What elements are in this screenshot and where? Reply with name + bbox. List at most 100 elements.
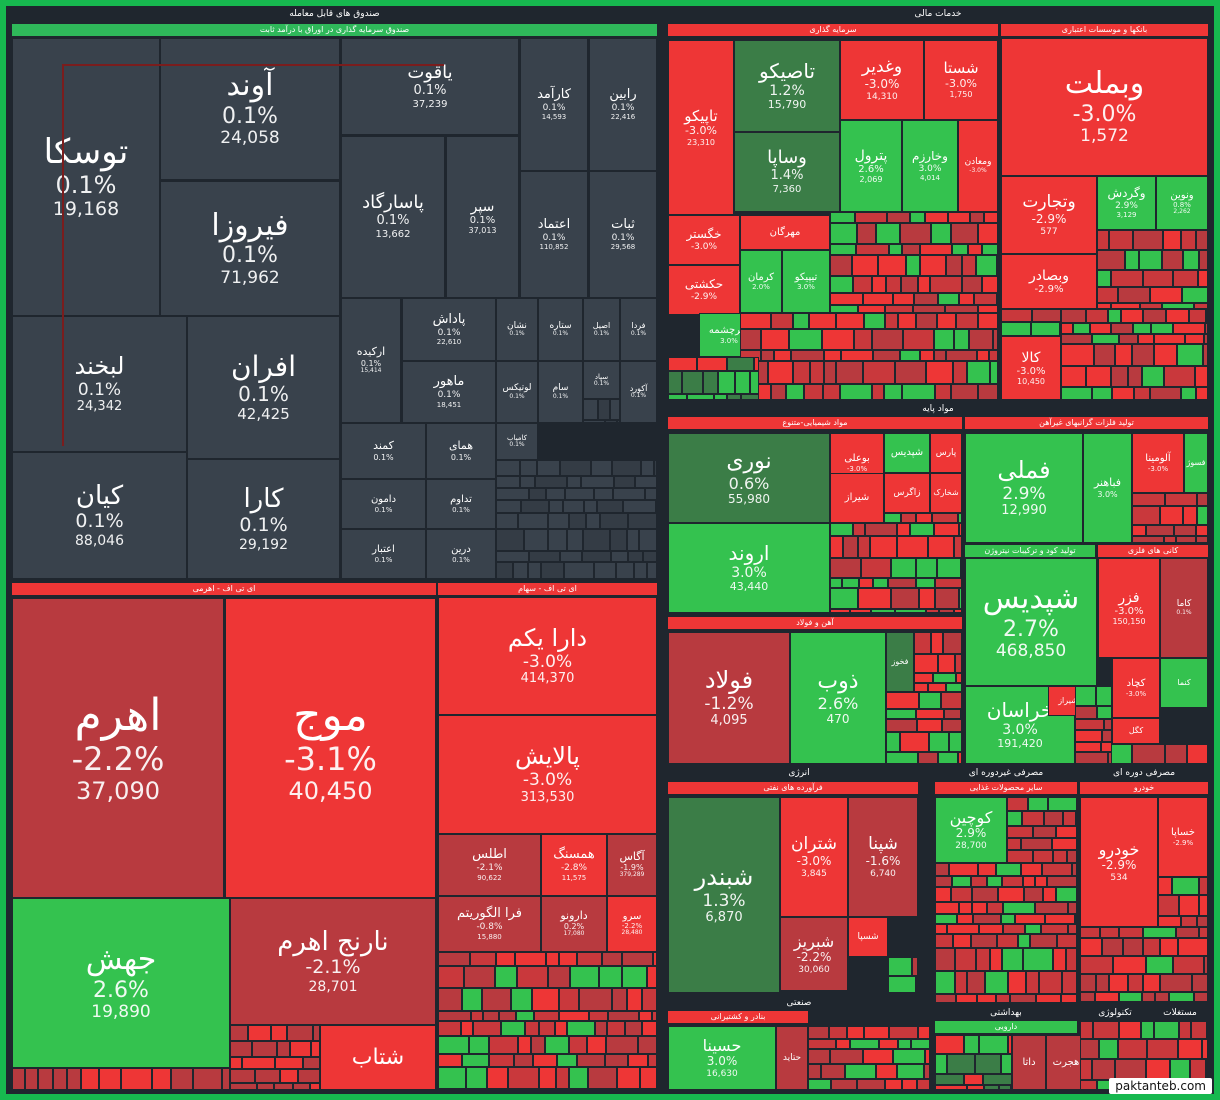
- tile-cell[interactable]: [1073, 323, 1090, 334]
- tile-cell[interactable]: [1022, 811, 1044, 826]
- tile-cell[interactable]: [852, 255, 878, 276]
- tile-cell[interactable]: [931, 223, 951, 244]
- tile-cell[interactable]: [917, 719, 942, 732]
- tile-cell[interactable]: [496, 476, 520, 488]
- tile[interactable]: کوچین 2.9% 28,700: [935, 797, 1007, 863]
- tile-cell[interactable]: [887, 212, 910, 223]
- tile-cell[interactable]: [1035, 876, 1047, 887]
- tile-cell[interactable]: [1115, 344, 1132, 366]
- tile-cell[interactable]: [531, 1036, 545, 1054]
- tile-cell[interactable]: [886, 692, 919, 709]
- tile-cell[interactable]: [599, 966, 622, 988]
- tile-cell[interactable]: [876, 1064, 897, 1079]
- tile-cell[interactable]: [25, 1068, 38, 1090]
- tile[interactable]: ثبات 0.1% 29,568: [589, 171, 657, 298]
- tile-cell[interactable]: [521, 500, 549, 513]
- tile-cell[interactable]: [842, 578, 859, 588]
- tile-cell[interactable]: [1057, 934, 1077, 948]
- tile-cell[interactable]: [583, 399, 598, 420]
- tile-cell[interactable]: [1194, 992, 1208, 1002]
- tile[interactable]: اطلس -2.1% 90,622: [438, 834, 541, 896]
- tile-cell[interactable]: [668, 394, 687, 400]
- tile-cell[interactable]: [642, 1021, 657, 1036]
- tile[interactable]: اصیل 0.1%: [583, 298, 620, 361]
- tile-cell[interactable]: [955, 971, 967, 994]
- tile-cell[interactable]: [955, 948, 976, 971]
- tile-cell[interactable]: [947, 924, 979, 934]
- tile-cell[interactable]: [935, 1074, 964, 1085]
- tile-cell[interactable]: [1093, 1021, 1119, 1039]
- tile-cell[interactable]: [953, 361, 967, 384]
- tile-cell[interactable]: [1174, 525, 1196, 536]
- tile[interactable]: لبخند 0.1% 24,342: [12, 316, 187, 452]
- tile[interactable]: تداوم 0.1%: [426, 479, 496, 529]
- tile-cell[interactable]: [850, 609, 871, 613]
- tile-cell[interactable]: [830, 223, 857, 244]
- tile-cell[interactable]: [617, 420, 620, 423]
- tile-cell[interactable]: [600, 513, 628, 529]
- tile-cell[interactable]: [1142, 992, 1155, 1002]
- tile-cell[interactable]: [1205, 323, 1208, 334]
- tile-cell[interactable]: [889, 1026, 918, 1039]
- tile-cell[interactable]: [582, 551, 611, 562]
- tile[interactable]: آوند 0.1% 24,058: [160, 38, 340, 180]
- tile-cell[interactable]: [623, 500, 656, 513]
- tile[interactable]: شخارک: [930, 473, 962, 513]
- tile-cell[interactable]: [1132, 525, 1146, 536]
- tile-cell[interactable]: [464, 966, 495, 988]
- tile-cell[interactable]: [1133, 323, 1151, 334]
- tile-cell[interactable]: [1001, 322, 1031, 336]
- tile-cell[interactable]: [1203, 344, 1208, 366]
- tile-cell[interactable]: [616, 562, 634, 579]
- tile-cell[interactable]: [830, 609, 850, 613]
- tile-cell[interactable]: [12, 1068, 25, 1090]
- tile-cell[interactable]: [483, 1011, 499, 1021]
- tile-cell[interactable]: [271, 1025, 287, 1041]
- tile-cell[interactable]: [1178, 938, 1208, 956]
- tile-cell[interactable]: [886, 709, 916, 719]
- tile[interactable]: سپاد 0.1%: [583, 361, 620, 399]
- tile-cell[interactable]: [854, 329, 872, 350]
- tile-cell[interactable]: [1132, 506, 1160, 525]
- tile-cell[interactable]: [563, 500, 584, 513]
- tile-cell[interactable]: [1097, 270, 1111, 287]
- tile-cell[interactable]: [222, 1068, 230, 1090]
- tile-cell[interactable]: [1119, 1021, 1141, 1039]
- tile-cell[interactable]: [829, 1026, 847, 1039]
- tile-cell[interactable]: [1187, 744, 1208, 764]
- tile-cell[interactable]: [1099, 1039, 1118, 1059]
- tile-cell[interactable]: [1179, 1021, 1191, 1039]
- tile[interactable]: وغدیر -3.0% 14,310: [840, 40, 924, 120]
- tile-cell[interactable]: [1154, 344, 1177, 366]
- tile-cell[interactable]: [496, 562, 513, 579]
- tile-cell[interactable]: [1118, 287, 1150, 303]
- tile-cell[interactable]: [1061, 994, 1077, 1003]
- tile-cell[interactable]: [171, 1068, 193, 1090]
- tile-cell[interactable]: [845, 1064, 876, 1079]
- tile-cell[interactable]: [614, 476, 635, 488]
- tile-cell[interactable]: [1165, 493, 1197, 506]
- tile[interactable]: داتا: [1012, 1035, 1046, 1090]
- tile-cell[interactable]: [277, 1041, 290, 1057]
- tile-cell[interactable]: [919, 588, 935, 609]
- tile-cell[interactable]: [1095, 992, 1119, 1002]
- tile-cell[interactable]: [774, 350, 791, 361]
- tile-cell[interactable]: [873, 578, 888, 588]
- tile[interactable]: لوتیکس 0.1%: [496, 361, 538, 423]
- tile-cell[interactable]: [978, 223, 998, 244]
- tile-cell[interactable]: [920, 244, 952, 255]
- tile-cell[interactable]: [872, 276, 886, 293]
- tile-cell[interactable]: [1183, 506, 1197, 525]
- tile-cell[interactable]: [1080, 927, 1100, 938]
- tile-cell[interactable]: [487, 1067, 508, 1089]
- tile-cell[interactable]: [1146, 956, 1173, 974]
- tile-cell[interactable]: [1080, 1039, 1099, 1059]
- tile-cell[interactable]: [902, 1079, 917, 1090]
- tile[interactable]: پالایش -3.0% 313,530: [438, 715, 657, 834]
- tile-cell[interactable]: [808, 1026, 829, 1039]
- tile-cell[interactable]: [935, 902, 959, 914]
- tile-cell[interactable]: [718, 371, 735, 394]
- tile-cell[interactable]: [944, 709, 961, 719]
- tile-cell[interactable]: [569, 1067, 588, 1089]
- tile-cell[interactable]: [884, 384, 902, 400]
